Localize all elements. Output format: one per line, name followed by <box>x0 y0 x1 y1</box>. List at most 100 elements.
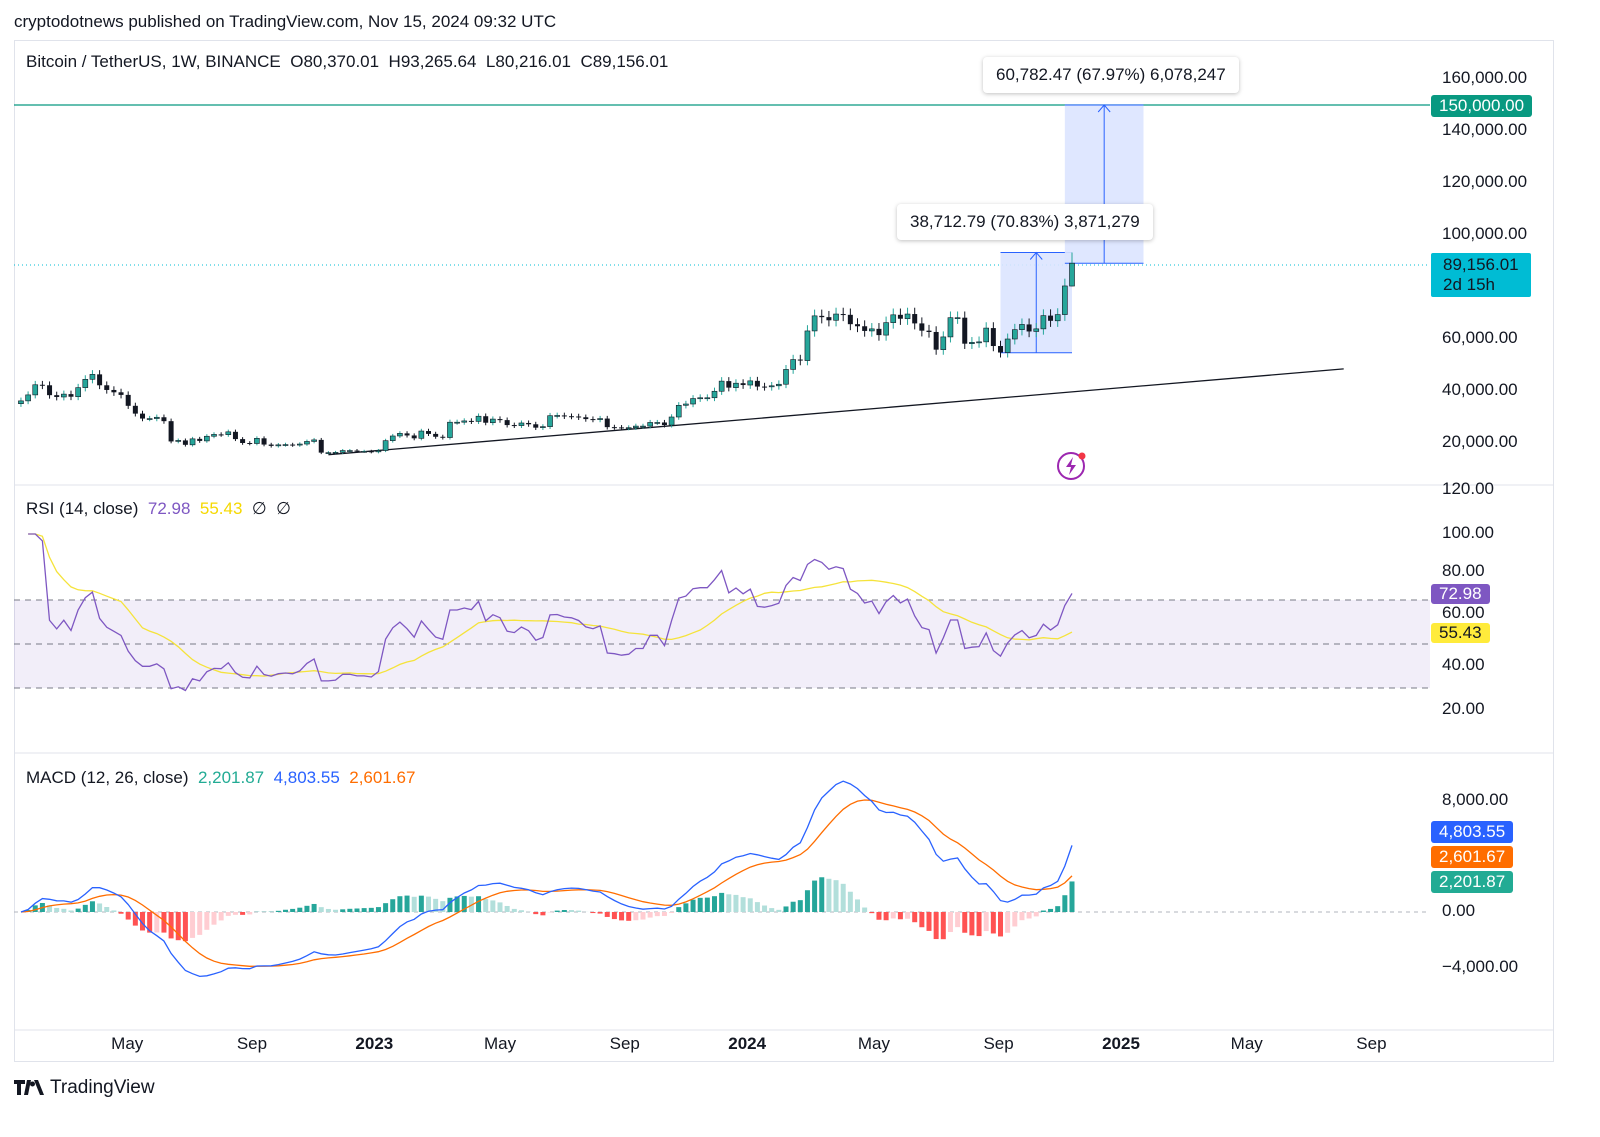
candle-body <box>868 328 875 332</box>
macd-histogram-bar <box>661 912 667 916</box>
candle-body <box>197 438 203 441</box>
time-axis-tick: 2024 <box>728 1034 767 1053</box>
macd-histogram-bar <box>776 909 782 912</box>
macd-hist-value: 2,201.87 <box>197 768 265 787</box>
candle-body <box>797 359 803 361</box>
macd-histogram-bar <box>1005 912 1011 933</box>
macd-histogram-bar <box>204 912 210 930</box>
macd-histogram-bar <box>433 898 439 912</box>
macd-histogram-bar <box>75 908 81 912</box>
candle-body <box>762 386 768 388</box>
rsi-title[interactable]: RSI (14, close) <box>26 499 139 518</box>
candle-body <box>855 324 860 327</box>
candle-body <box>140 413 145 419</box>
candle-body <box>747 380 754 386</box>
candle-body <box>990 328 996 347</box>
candle-body <box>526 422 532 425</box>
rsi-axis-tick: 80.00 <box>1442 561 1485 580</box>
price-legend: Bitcoin / TetherUS, 1W, BINANCE O80,370.… <box>26 52 668 72</box>
candle-body <box>304 441 310 445</box>
candle-body <box>597 418 603 420</box>
candle-body <box>1062 285 1068 315</box>
price-axis-tick: 20,000.00 <box>1442 432 1518 451</box>
macd-histogram-bar <box>518 910 524 912</box>
macd-histogram-bar <box>1062 895 1068 912</box>
macd-histogram-bar <box>890 912 896 919</box>
macd-histogram-bar <box>812 880 818 912</box>
candle-body <box>661 422 667 426</box>
time-axis-tick: May <box>111 1034 144 1053</box>
macd-histogram-bar <box>240 912 246 915</box>
candle-body <box>883 322 889 336</box>
candle-body <box>132 405 138 414</box>
candle-body <box>926 330 932 332</box>
candle-body <box>919 323 925 331</box>
candle-body <box>282 444 289 446</box>
candle-body <box>718 380 725 392</box>
candle-body <box>168 421 174 442</box>
candle-body <box>218 434 224 436</box>
candle-body <box>833 313 839 321</box>
macd-histogram-bar <box>676 907 682 912</box>
macd-histogram-bar <box>383 903 389 912</box>
macd-line <box>20 780 1073 978</box>
candle-body <box>504 420 510 426</box>
candle-body <box>840 314 846 316</box>
macd-histogram-bar <box>225 912 231 916</box>
candle-body <box>111 389 117 393</box>
macd-histogram-bar <box>754 902 760 912</box>
candle-body <box>619 427 625 429</box>
tradingview-logo[interactable]: TradingView <box>14 1077 155 1099</box>
candle-body <box>154 416 160 419</box>
macd-histogram-bar <box>933 912 939 940</box>
macd-histogram-bar <box>697 897 703 912</box>
candle-body <box>361 451 367 453</box>
macd-histogram-bar <box>140 912 145 931</box>
macd-histogram-bar <box>862 907 868 912</box>
macd-histogram-bar <box>104 907 110 912</box>
candle-body <box>733 382 739 388</box>
macd-histogram-bar <box>318 907 324 912</box>
candle-body <box>969 342 975 344</box>
symbol-title[interactable]: Bitcoin / TetherUS, 1W, BINANCE <box>26 52 281 71</box>
candle-body <box>296 443 303 446</box>
macd-histogram-bar <box>161 912 167 933</box>
candle-body <box>583 417 589 420</box>
candle-body <box>1033 328 1040 332</box>
rsi-axis-tick: 40.00 <box>1442 655 1485 674</box>
candle-body <box>497 419 503 421</box>
candle-body <box>569 416 574 418</box>
macd-histogram-bar <box>232 912 238 915</box>
macd-histogram-bar <box>368 907 374 912</box>
arrow-head <box>1029 251 1043 260</box>
macd-histogram-bar <box>640 912 646 920</box>
candle-body <box>290 444 296 446</box>
long-position-2-label: 60,782.47 (67.97%) 6,078,247 <box>983 57 1239 93</box>
candle-body <box>368 451 374 453</box>
macd-axis-tick: −4,000.00 <box>1442 956 1519 976</box>
macd-histogram-bar <box>626 912 632 921</box>
time-axis-tick: Sep <box>236 1034 268 1053</box>
candle-body <box>1048 315 1054 321</box>
trendline <box>328 368 1344 456</box>
lightning-bolt-icon <box>1066 457 1076 475</box>
rsi-tag: 72.98 <box>1431 584 1490 604</box>
candle-body <box>540 426 546 428</box>
macd-histogram-bar <box>468 896 474 912</box>
macd-histogram-bar <box>354 908 360 912</box>
candle-body <box>146 418 153 420</box>
rsi-ma-value: 55.43 <box>199 499 243 518</box>
macd-histogram-bar <box>68 910 74 912</box>
ohlc-low: L80,216.01 <box>485 52 571 71</box>
macd-histogram-bar <box>397 896 403 912</box>
macd-histogram-bar <box>89 901 95 912</box>
macd-title[interactable]: MACD (12, 26, close) <box>26 768 189 787</box>
candle-body <box>1069 262 1075 287</box>
rsi-axis-tick: 120.00 <box>1442 479 1494 498</box>
macd-histogram-bar <box>540 912 546 916</box>
candle-body <box>447 421 453 438</box>
macd-histogram-bar <box>619 912 625 921</box>
tradingview-logo-icon <box>14 1080 44 1095</box>
ohlc-open: O80,370.01 <box>290 52 380 71</box>
